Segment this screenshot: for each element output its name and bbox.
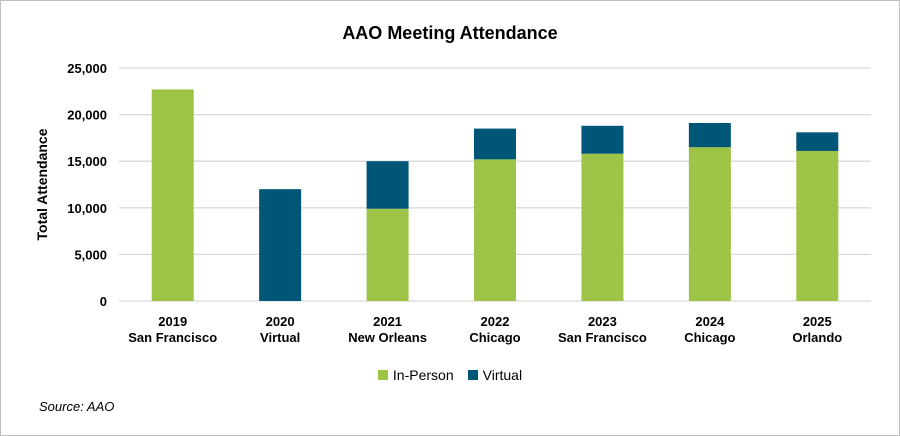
x-tick-label: 2019 — [158, 314, 187, 329]
bar-virtual-2022 — [474, 128, 516, 160]
y-tick-label: 10,000 — [67, 201, 107, 216]
y-tick-label: 0 — [100, 294, 107, 309]
bar-in-person-2023 — [581, 153, 624, 301]
x-tick-label: 2022 — [481, 314, 510, 329]
x-tick-label: Virtual — [260, 330, 300, 345]
legend-swatch-in-person — [377, 370, 388, 380]
bar-virtual-2021 — [366, 161, 409, 209]
bar-virtual-2025 — [796, 132, 839, 151]
legend: In-Person Virtual — [1, 367, 899, 383]
x-tick-label: Chicago — [469, 330, 520, 345]
bar-virtual-2024 — [688, 122, 731, 148]
y-axis-label: Total Attendance — [34, 128, 50, 240]
x-tick-label: San Francisco — [558, 330, 647, 345]
bar-in-person-2025 — [796, 150, 839, 301]
y-tick-label: 25,000 — [67, 61, 107, 76]
chart-title: AAO Meeting Attendance — [342, 23, 558, 43]
x-tick-label: 2025 — [803, 314, 832, 329]
x-tick-label: 2024 — [695, 314, 725, 329]
x-tick-label: 2021 — [373, 314, 402, 329]
bar-virtual-2023 — [581, 125, 624, 154]
x-tick-label: 2023 — [588, 314, 617, 329]
bar-in-person-2019 — [151, 89, 194, 301]
bar-in-person-2021 — [366, 208, 409, 301]
legend-item-in-person: In-Person — [377, 367, 454, 383]
legend-item-virtual: Virtual — [467, 367, 523, 383]
x-tick-label: Orlando — [792, 330, 842, 345]
y-tick-label: 20,000 — [67, 108, 107, 123]
legend-label: Virtual — [482, 367, 523, 383]
x-tick-label: San Francisco — [128, 330, 217, 345]
x-tick-label: 2020 — [266, 314, 295, 329]
y-tick-label: 15,000 — [67, 154, 107, 169]
x-tick-label: Chicago — [684, 330, 735, 345]
bar-in-person-2024 — [688, 147, 731, 301]
chart-plot: 0 5,000 10,000 15,000 20,000 25,000 Total Atte… — [34, 61, 871, 345]
legend-label: In-Person — [392, 367, 454, 383]
y-tick-label: 5,000 — [74, 247, 107, 262]
bar-in-person-2022 — [474, 159, 516, 301]
bar-virtual-2020 — [259, 189, 302, 301]
source-note: Source: AAO — [39, 399, 115, 414]
x-tick-label: New Orleans — [348, 330, 427, 345]
legend-swatch-virtual — [467, 370, 478, 380]
